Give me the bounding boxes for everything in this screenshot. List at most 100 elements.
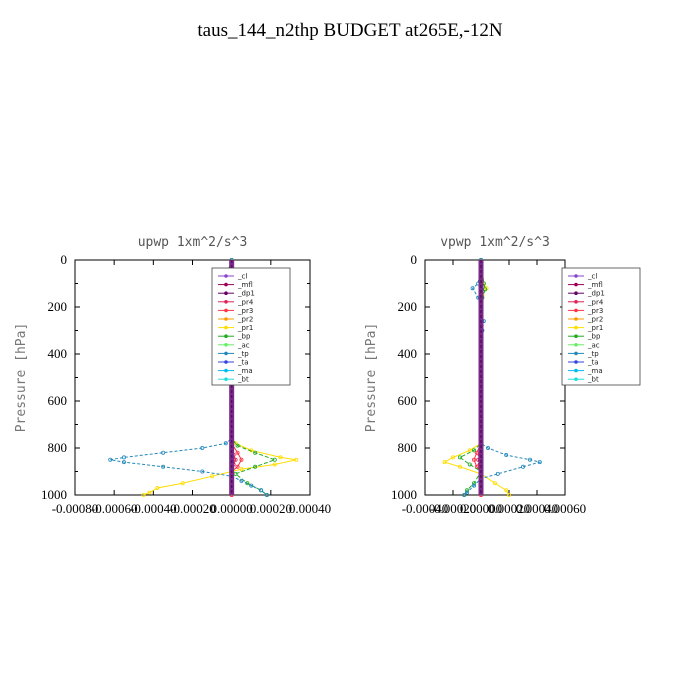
data-point <box>259 488 264 493</box>
data-point <box>483 287 488 292</box>
data-point <box>239 478 244 483</box>
y-tick-label: 800 <box>398 440 418 455</box>
legend-marker <box>224 377 228 382</box>
plot-frame <box>424 259 566 496</box>
data-point <box>467 462 472 467</box>
data-point <box>264 492 269 497</box>
data-point <box>249 483 254 488</box>
legend-label: _tp <box>587 350 599 358</box>
legend-marker <box>574 377 578 382</box>
x-tick-label: 0.00040 <box>516 501 558 516</box>
y-tick-label: 600 <box>48 393 68 408</box>
data-point <box>272 457 277 462</box>
data-point <box>235 443 240 448</box>
legend-label: _ta <box>237 359 249 367</box>
legend-marker <box>574 317 578 321</box>
legend-marker <box>224 282 228 287</box>
legend-label: _pr4 <box>587 298 604 306</box>
chart-panel-1: upwp 1xm^2/s^3 Pressure [hPa] 0 200 400 600 80… <box>14 235 331 516</box>
data-point <box>492 481 497 486</box>
panel-title: vpwp 1xm^2/s^3 <box>440 235 550 250</box>
legend-marker <box>224 360 228 364</box>
data-point <box>235 464 240 469</box>
legend-marker <box>574 351 578 356</box>
x-tick-label: 0.00020 <box>250 501 292 516</box>
data-point <box>442 460 447 465</box>
data-point <box>180 481 185 486</box>
page-title: taus_144_n2thp BUDGET at265E,-12N <box>197 20 503 41</box>
y-tick-label: 1000 <box>391 487 417 502</box>
legend-label: _pr1 <box>587 324 603 332</box>
data-point <box>200 445 205 450</box>
legend-label: _bt <box>237 376 249 384</box>
legend-marker <box>224 308 228 313</box>
y-tick-label: 600 <box>398 393 418 408</box>
legend-marker <box>574 291 578 296</box>
x-tick-label: 0.00060 <box>544 501 586 516</box>
x-tick-label: 0.00020 <box>488 501 530 516</box>
data-point <box>457 455 462 460</box>
x-tick-label: 0.00000 <box>460 501 502 516</box>
legend-marker <box>574 274 578 278</box>
data-point <box>474 450 479 455</box>
data-point <box>457 464 462 469</box>
x-tick-label: -0.00080 <box>52 501 99 516</box>
data-point <box>537 460 542 465</box>
y-tick-label: 400 <box>48 346 68 361</box>
y-tick-label: 1000 <box>41 487 67 502</box>
data-point <box>108 457 113 462</box>
legend-label: _ac <box>587 341 600 349</box>
data-point <box>504 488 509 493</box>
data-point <box>471 483 476 488</box>
legend-label: _ma <box>237 367 253 375</box>
legend-label: _bt <box>587 376 599 384</box>
data-point <box>450 455 455 460</box>
x-tick-label: -0.00040 <box>130 501 177 516</box>
panel-title: upwp 1xm^2/s^3 <box>138 235 248 250</box>
y-tick-label: 800 <box>48 440 68 455</box>
legend-label: _ta <box>587 359 599 367</box>
legend-marker <box>574 368 578 373</box>
legend-label: _tp <box>237 350 249 358</box>
legend-label: _bp <box>587 333 601 341</box>
legend-marker <box>224 317 228 321</box>
data-point <box>278 455 283 460</box>
data-point <box>223 441 228 446</box>
legend-marker <box>574 308 578 313</box>
legend-label: _bp <box>237 333 251 341</box>
legend-label: _pr2 <box>237 316 253 324</box>
legend-label: _ac <box>237 341 250 349</box>
x-tick-label: -0.00020 <box>169 501 216 516</box>
data-point <box>155 485 160 490</box>
legend-label: _pr3 <box>237 307 253 315</box>
legend-marker <box>574 343 578 347</box>
data-point <box>485 445 490 450</box>
data-point <box>147 490 152 495</box>
legend-marker <box>224 291 228 296</box>
data-point <box>462 492 467 497</box>
y-tick-label: 200 <box>398 299 418 314</box>
legend-marker <box>224 325 228 330</box>
data-point <box>495 471 500 476</box>
data-point <box>210 474 215 479</box>
x-tick-label: -0.00060 <box>91 501 138 516</box>
data-point <box>506 492 511 497</box>
y-axis-label: Pressure [hPa] <box>364 323 379 433</box>
legend-label: _pr2 <box>587 316 603 324</box>
legend-marker <box>574 334 578 339</box>
data-point <box>470 286 475 291</box>
legend-label: _cl <box>587 273 597 281</box>
data-point <box>272 462 277 467</box>
y-axis-label: Pressure [hPa] <box>14 323 29 433</box>
legend-label: _cl <box>237 273 247 281</box>
legend-label: _pr3 <box>587 307 603 315</box>
legend-label: _dp1 <box>237 290 255 298</box>
legend-marker <box>224 274 228 278</box>
legend-label: _pr1 <box>237 324 253 332</box>
data-point <box>464 488 469 493</box>
y-tick-label: 0 <box>61 252 68 267</box>
data-point <box>253 450 258 455</box>
legend-label: _ma <box>587 367 603 375</box>
x-tick-label: 0.00040 <box>289 501 331 516</box>
